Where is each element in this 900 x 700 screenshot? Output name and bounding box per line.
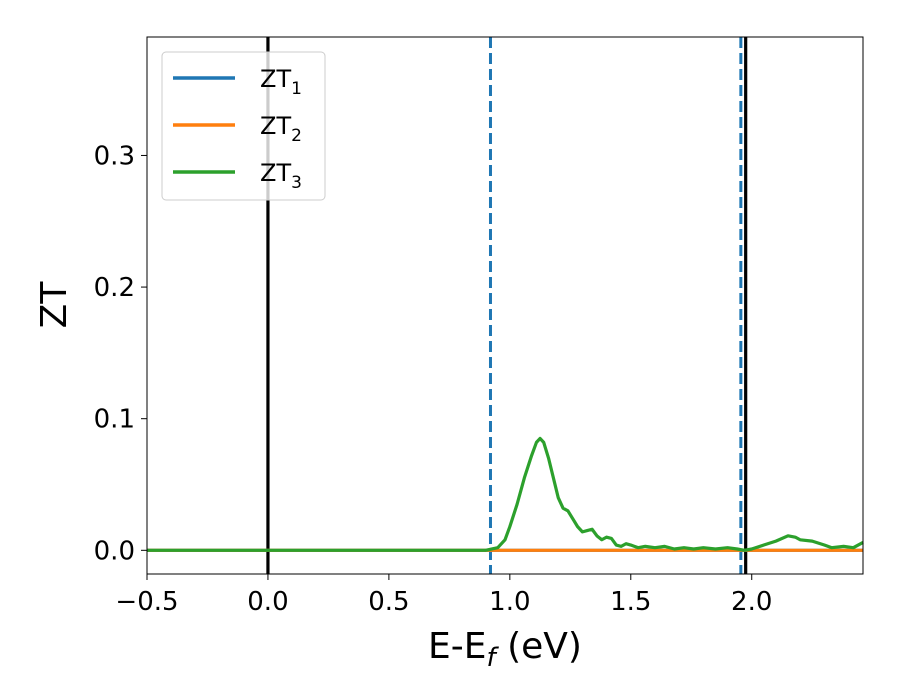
y-tick-label: 0.0 [94,536,135,566]
x-axis-ticks: −0.5 0.0 0.5 1.0 1.5 2.0 [115,574,772,617]
legend: ZT1 ZT2 ZT3 [161,51,326,201]
x-axis-label: E-Ef (eV) [428,626,582,673]
y-tick-label: 0.1 [94,405,135,435]
legend-box [161,51,326,201]
series-line-3 [147,436,864,552]
x-tick-label: −0.5 [115,587,178,617]
x-tick-label: 0.5 [368,587,409,617]
series-lines [147,436,864,552]
y-tick-label: 0.2 [94,273,135,303]
x-tick-label: 1.0 [489,587,530,617]
x-tick-label: 1.5 [610,587,651,617]
y-axis-ticks: 0.0 0.1 0.2 0.3 [94,141,147,566]
y-axis-label: ZT [34,281,75,329]
x-tick-label: 0.0 [247,587,288,617]
x-tick-label: 2.0 [731,587,772,617]
plot-frame [146,36,864,575]
y-tick-label: 0.3 [94,141,135,171]
legend-label-3: ZT3 [260,159,302,193]
legend-items: ZT1 ZT2 ZT3 [173,65,302,193]
legend-label-2: ZT2 [260,112,302,146]
legend-label-1: ZT1 [260,65,302,99]
